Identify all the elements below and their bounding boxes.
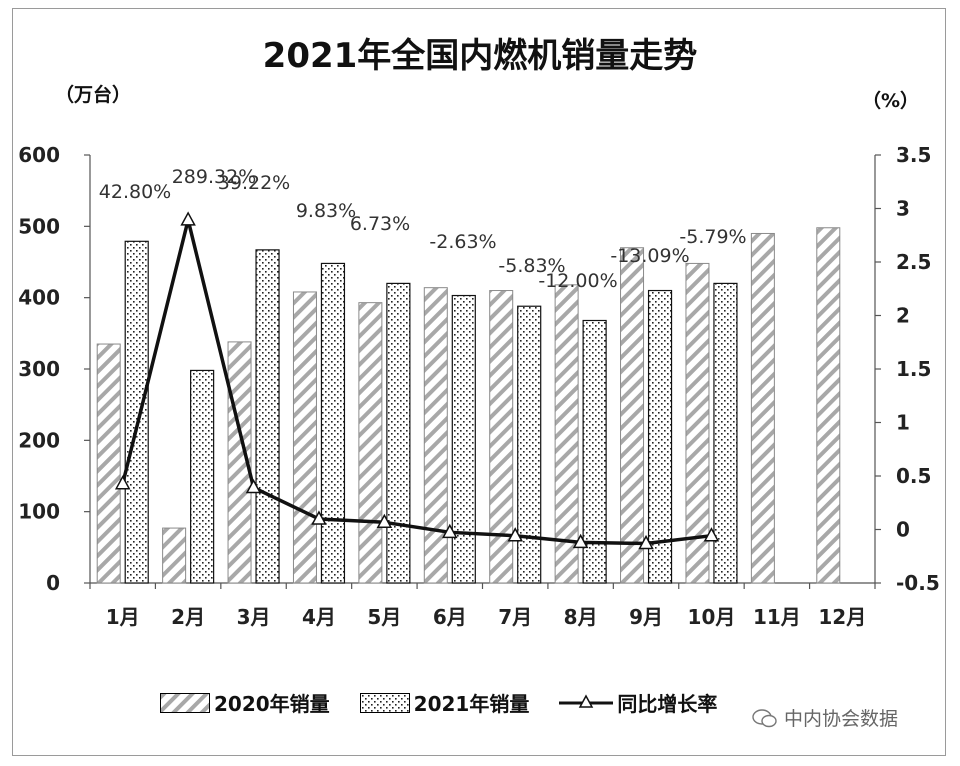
y-right-tick-label: 2 — [896, 304, 910, 328]
wechat-icon — [752, 708, 777, 727]
y-right-tick-label: 0 — [896, 518, 910, 542]
legend-item-2020: 2020年销量 — [160, 688, 330, 717]
bar-2020 — [358, 302, 383, 584]
x-tick-label: 5月 — [367, 605, 401, 629]
legend-item-2021: 2021年销量 — [359, 688, 530, 717]
bar-2020 — [750, 232, 775, 584]
y-left-tick-label: 400 — [18, 286, 60, 310]
chart-legend: 2020年销量 2021年销量 同比增长率 — [160, 688, 747, 717]
legend-swatch-hatch — [160, 692, 210, 713]
bar-2020 — [489, 290, 514, 584]
y-right-tick-label: 1.5 — [896, 357, 931, 381]
bar-2021 — [320, 262, 346, 584]
bar-2020 — [554, 284, 579, 584]
bar-2021 — [517, 305, 542, 584]
legend-swatch-dots — [359, 692, 410, 713]
bar-2020 — [96, 343, 121, 584]
y-right-tick-label: 0.5 — [896, 464, 931, 488]
watermark: 中内协会数据 — [752, 704, 898, 731]
bar-2020 — [816, 227, 841, 584]
chart-title: 2021年全国内燃机销量走势 — [262, 36, 698, 76]
y-left-tick-label: 600 — [18, 143, 60, 167]
data-label-growth: 6.73% — [350, 213, 410, 235]
left-axis-unit: （万台） — [55, 84, 132, 106]
x-tick-label: 11月 — [753, 605, 801, 629]
bar-2021 — [190, 369, 215, 584]
growth-rate-marker — [442, 523, 458, 539]
x-tick-label: 9月 — [629, 605, 663, 629]
right-axis-unit: （%） — [862, 90, 920, 112]
legend-label-growth: 同比增长率 — [617, 692, 718, 716]
bar-2020 — [620, 247, 645, 584]
growth-rate-marker — [180, 211, 196, 226]
x-tick-label: 4月 — [302, 605, 336, 629]
x-tick-label: 1月 — [106, 605, 140, 629]
data-label-growth: -5.79% — [679, 226, 746, 248]
bar-2021 — [386, 282, 411, 584]
data-label-growth: -13.09% — [610, 245, 689, 267]
x-tick-label: 6月 — [433, 605, 467, 629]
growth-rate-marker — [703, 527, 720, 542]
growth-rate-marker — [572, 533, 589, 549]
bar-2021 — [255, 249, 280, 584]
data-label-growth: 42.80% — [99, 181, 171, 203]
y-left-tick-label: 300 — [18, 357, 60, 381]
x-tick-label: 7月 — [498, 605, 532, 629]
legend-line-triangle-icon — [559, 693, 614, 708]
growth-rate-marker — [376, 513, 393, 529]
bar-2020 — [292, 291, 317, 584]
x-tick-label: 10月 — [688, 605, 736, 629]
y-right-tick-label: 1 — [896, 411, 910, 435]
y-right-tick-label: -0.5 — [896, 571, 940, 595]
growth-rate-line — [121, 218, 712, 546]
x-tick-label: 12月 — [818, 605, 866, 629]
legend-label-2020: 2020年销量 — [214, 692, 330, 716]
y-left-tick-label: 100 — [18, 500, 60, 524]
data-label-growth: 9.83% — [296, 200, 356, 222]
legend-item-growth: 同比增长率 — [559, 688, 717, 717]
y-left-tick-label: 500 — [18, 214, 60, 238]
y-left-tick-label: 200 — [18, 428, 60, 452]
x-tick-label: 8月 — [564, 605, 598, 629]
y-right-tick-label: 3 — [896, 197, 910, 221]
bar-2020 — [162, 527, 187, 584]
y-right-tick-label: 3.5 — [896, 143, 931, 167]
growth-rate-marker — [114, 475, 131, 490]
growth-rate-marker — [507, 527, 523, 542]
bar-2021 — [647, 289, 673, 584]
bar-2021 — [582, 319, 607, 584]
bar-2021 — [713, 282, 738, 584]
growth-rate-marker — [245, 478, 262, 494]
bar-2021 — [451, 294, 476, 584]
data-label-growth: 289.32% — [172, 166, 257, 188]
bar-2020 — [423, 287, 448, 584]
growth-rate-marker — [638, 534, 654, 550]
growth-rate-marker — [311, 510, 327, 525]
chart-frame — [12, 8, 946, 756]
legend-label-2021: 2021年销量 — [413, 692, 530, 716]
x-tick-label: 2月 — [171, 605, 205, 629]
bar-2020 — [685, 262, 710, 584]
bar-2021 — [124, 240, 149, 584]
y-left-tick-label: 0 — [46, 571, 60, 595]
watermark-text: 中内协会数据 — [784, 708, 899, 730]
y-right-tick-label: 2.5 — [896, 250, 931, 274]
x-tick-label: 3月 — [237, 605, 271, 629]
data-label-growth: 39.22% — [218, 172, 290, 194]
data-label-growth: -12.00% — [538, 270, 617, 292]
data-label-growth: -5.83% — [498, 255, 565, 277]
data-label-growth: -2.63% — [429, 231, 496, 253]
